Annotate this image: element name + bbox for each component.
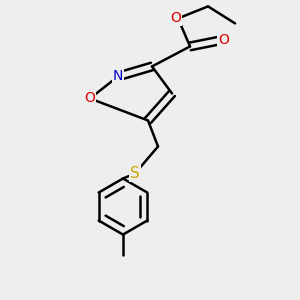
Text: O: O [85, 92, 95, 106]
Text: O: O [218, 33, 229, 47]
Text: O: O [170, 11, 181, 26]
Text: S: S [130, 166, 140, 181]
Text: N: N [113, 69, 123, 83]
